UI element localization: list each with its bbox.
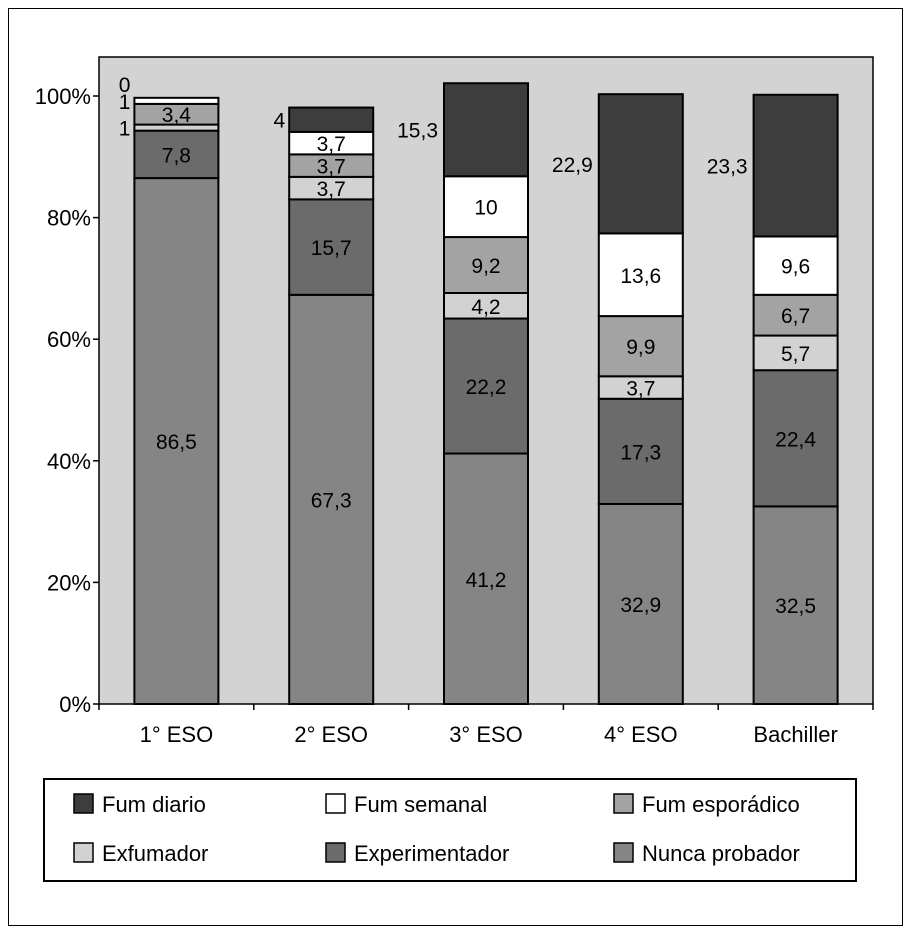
y-tick-label: 60% xyxy=(47,327,91,352)
legend-swatch xyxy=(325,793,346,814)
data-label: 1 xyxy=(119,118,131,141)
legend-swatch xyxy=(73,842,94,863)
x-category-label: 4° ESO xyxy=(604,722,678,747)
y-tick-label: 40% xyxy=(47,449,91,474)
data-label: 32,5 xyxy=(775,595,816,618)
x-category-label: 1° ESO xyxy=(140,722,214,747)
data-label: 67,3 xyxy=(311,489,352,512)
data-label: 3,7 xyxy=(317,133,346,156)
data-label: 4,2 xyxy=(471,296,500,319)
data-label: 32,9 xyxy=(620,594,661,617)
bar-segment xyxy=(133,96,220,105)
data-label: 22,4 xyxy=(775,428,816,451)
bar-segment xyxy=(597,232,684,318)
data-label: 22,9 xyxy=(552,154,593,177)
data-label: 5,7 xyxy=(781,343,810,366)
bar-segment xyxy=(597,93,684,235)
bar-segment xyxy=(597,502,684,705)
data-label: 7,8 xyxy=(162,144,191,167)
legend-label: Fum semanal xyxy=(354,792,487,817)
bar-segment xyxy=(443,82,529,178)
y-tick-label: 0% xyxy=(59,692,91,717)
data-label: 4 xyxy=(274,110,286,133)
stacked-bar-chart: 0% 20% 40% 60% 80% 100% 1° ESO 2° ESO 3° ESO 4° E… xyxy=(35,56,874,882)
y-tick-label: 100% xyxy=(35,84,91,109)
legend-swatch xyxy=(613,793,634,814)
data-label: 9,9 xyxy=(626,336,655,359)
bar-segment xyxy=(443,175,529,239)
data-label: 3,4 xyxy=(162,104,192,127)
bar-segment xyxy=(288,106,375,133)
bar-segment xyxy=(752,93,839,238)
data-label: 0 xyxy=(119,74,131,97)
legend-label: Nunca probador xyxy=(642,841,800,866)
legend-label: Fum diario xyxy=(102,792,206,817)
data-label: 3,7 xyxy=(626,378,655,401)
bar-segment xyxy=(752,369,839,508)
chart-frame: 0% 20% 40% 60% 80% 100% 1° ESO 2° ESO 3° ESO 4° E… xyxy=(8,8,903,926)
bar-segment xyxy=(443,317,529,455)
data-label: 15,3 xyxy=(397,120,438,143)
data-label: 15,7 xyxy=(311,237,352,260)
legend-label: Experimentador xyxy=(354,841,509,866)
data-label: 41,2 xyxy=(466,569,507,592)
x-category-label: Bachiller xyxy=(753,722,837,747)
bar-segment xyxy=(443,452,529,705)
legend-swatch xyxy=(613,842,634,863)
data-label: 86,5 xyxy=(156,431,197,454)
bar-segment xyxy=(288,293,375,705)
data-label: 6,7 xyxy=(781,305,810,328)
data-label: 3,7 xyxy=(317,156,346,179)
data-label: 9,6 xyxy=(781,256,810,279)
data-label: 3,7 xyxy=(317,178,346,201)
bar-segment xyxy=(288,198,375,296)
data-label: 22,2 xyxy=(466,376,507,399)
legend-swatch xyxy=(325,842,346,863)
data-label: 9,2 xyxy=(471,255,500,278)
data-label: 23,3 xyxy=(707,156,748,179)
data-label: 17,3 xyxy=(620,441,661,464)
legend-label: Fum esporádico xyxy=(642,792,800,817)
data-label: 13,6 xyxy=(620,265,661,288)
bar-segment xyxy=(443,236,529,294)
legend xyxy=(43,778,857,882)
x-category-label: 2° ESO xyxy=(294,722,368,747)
y-tick-label: 20% xyxy=(47,570,91,595)
legend-swatch xyxy=(73,793,94,814)
legend-label: Exfumador xyxy=(102,841,208,866)
data-label: 1 xyxy=(119,91,131,114)
y-tick-label: 80% xyxy=(47,206,91,231)
x-category-label: 3° ESO xyxy=(449,722,523,747)
bar-segment xyxy=(597,397,684,505)
bar-segment xyxy=(597,315,684,378)
data-label: 10 xyxy=(474,197,497,220)
